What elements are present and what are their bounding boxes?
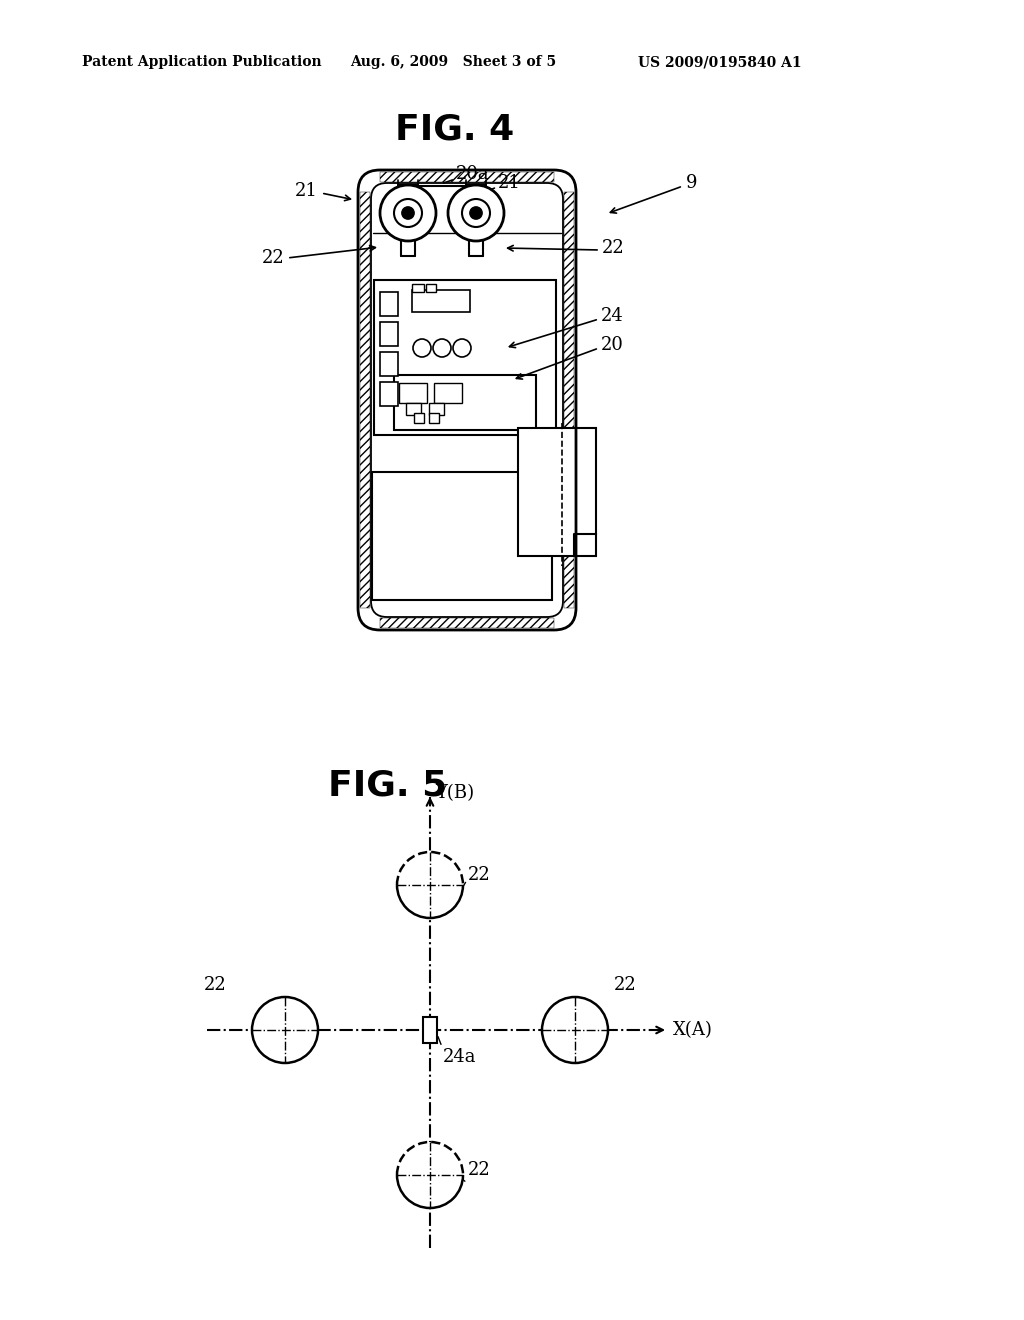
Text: 21: 21 [295, 182, 318, 201]
Circle shape [380, 185, 436, 242]
Bar [518, 428, 596, 556]
Bar [380, 292, 398, 315]
Text: FIG. 5: FIG. 5 [329, 768, 447, 803]
Bar [429, 403, 444, 414]
Bar [394, 375, 536, 430]
Text: 22: 22 [262, 249, 285, 267]
Bar [434, 383, 462, 403]
Text: FIG. 4: FIG. 4 [395, 112, 515, 147]
Text: 22: 22 [614, 975, 637, 994]
Text: Aug. 6, 2009   Sheet 3 of 5: Aug. 6, 2009 Sheet 3 of 5 [350, 55, 556, 69]
Text: US 2009/0195840 A1: US 2009/0195840 A1 [638, 55, 802, 69]
Text: 21: 21 [498, 174, 521, 191]
Bar [380, 322, 398, 346]
Text: 24a: 24a [443, 1048, 476, 1067]
Bar [372, 473, 552, 601]
Text: Y(B): Y(B) [435, 784, 474, 803]
Bar [374, 280, 556, 436]
Circle shape [252, 997, 318, 1063]
Bar [429, 413, 439, 422]
Bar [380, 172, 554, 182]
Circle shape [413, 339, 431, 356]
Text: 24: 24 [601, 308, 624, 325]
Bar [380, 618, 554, 628]
Circle shape [449, 185, 504, 242]
Text: 22: 22 [468, 866, 490, 884]
Text: Patent Application Publication: Patent Application Publication [82, 55, 322, 69]
Circle shape [433, 339, 451, 356]
Text: 20: 20 [601, 337, 624, 354]
Circle shape [542, 997, 608, 1063]
Circle shape [470, 207, 482, 219]
Text: X(A): X(A) [673, 1020, 713, 1039]
Bar [564, 191, 574, 609]
Bar [399, 383, 427, 403]
Bar [380, 352, 398, 376]
FancyBboxPatch shape [358, 170, 575, 630]
Circle shape [397, 851, 463, 917]
Text: 20a: 20a [456, 165, 489, 183]
Bar [406, 403, 421, 414]
Bar [412, 290, 470, 312]
Bar [426, 284, 436, 292]
Circle shape [453, 339, 471, 356]
Text: 22: 22 [204, 975, 226, 994]
Circle shape [401, 207, 414, 219]
Circle shape [394, 199, 422, 227]
FancyBboxPatch shape [371, 183, 563, 616]
Text: 9: 9 [686, 174, 697, 191]
Bar [412, 284, 424, 292]
Text: 22: 22 [468, 1162, 490, 1179]
Text: 22: 22 [602, 239, 625, 257]
Bar [360, 191, 370, 609]
Circle shape [462, 199, 490, 227]
Bar [423, 1016, 437, 1043]
Circle shape [397, 1142, 463, 1208]
Bar [380, 381, 398, 407]
Bar [414, 413, 424, 422]
